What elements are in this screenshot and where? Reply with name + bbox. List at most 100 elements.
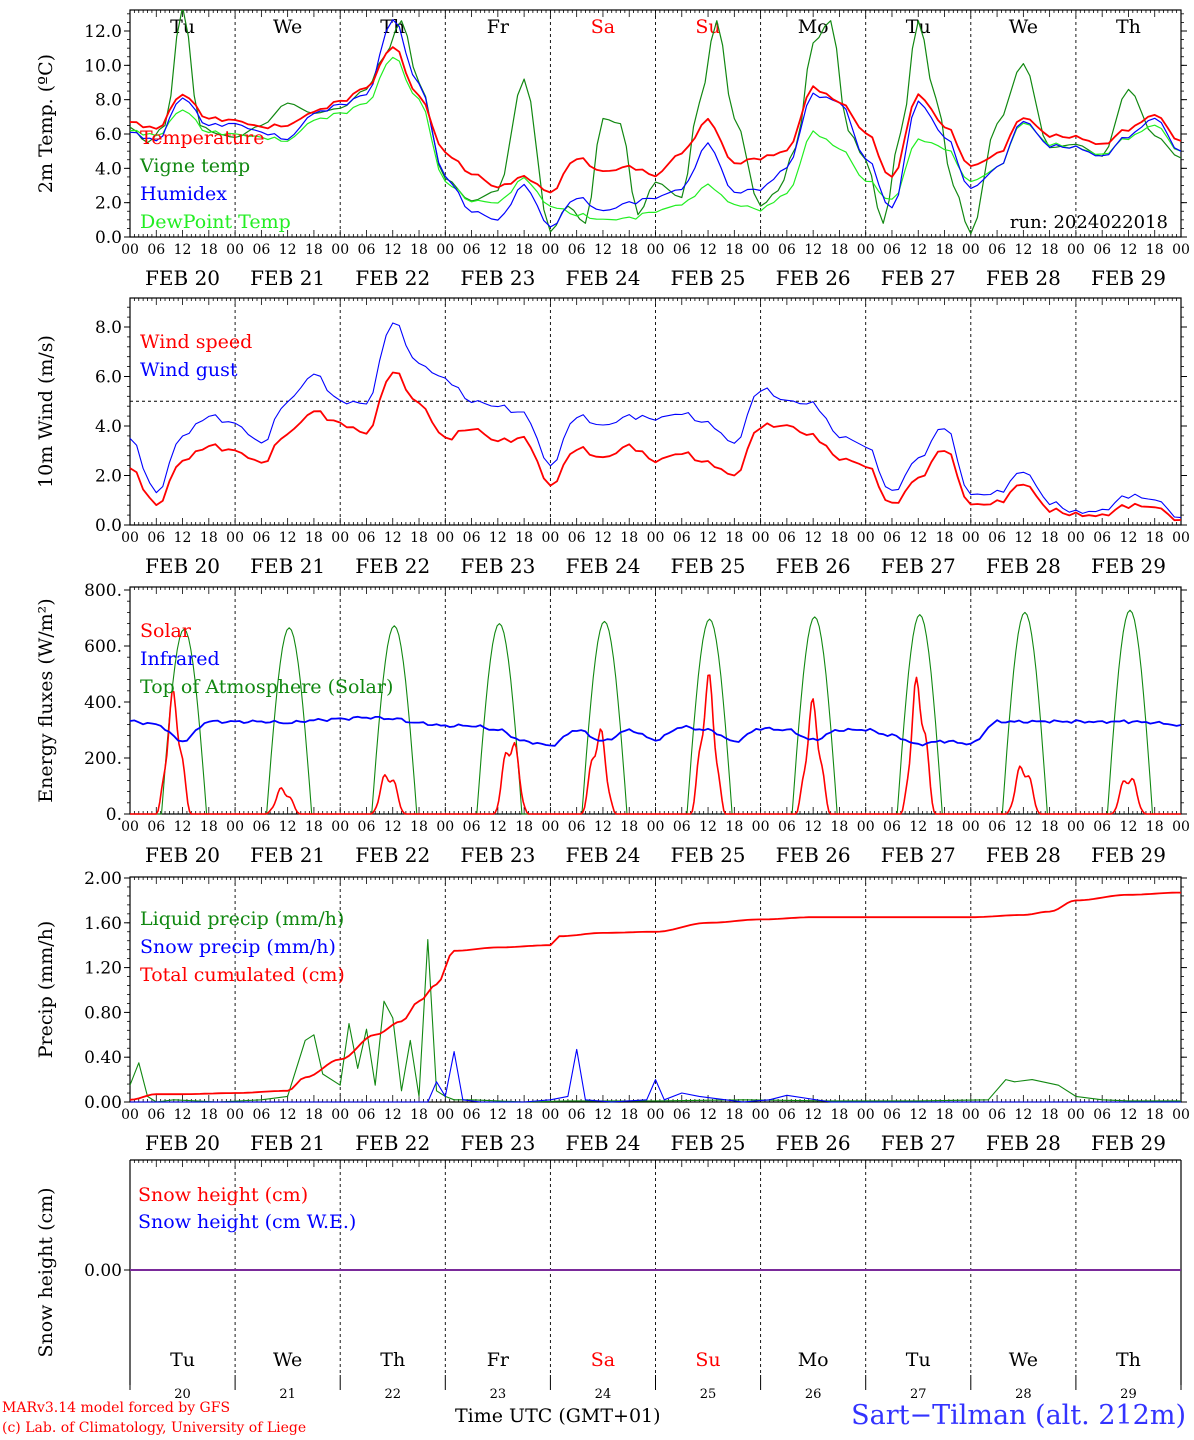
hour-tick-label: 00: [541, 242, 559, 258]
hour-tick-label: 06: [883, 530, 901, 546]
day-name-label: Tu: [170, 1349, 195, 1371]
hour-tick-label: 00: [962, 242, 980, 258]
day-name-label: Tu: [906, 1349, 931, 1371]
date-label: FEB 24: [565, 266, 640, 290]
hour-tick-label: 18: [1146, 530, 1164, 546]
y-tick-label: 12.0: [84, 22, 122, 42]
series-line-temperature: [130, 46, 1181, 194]
hour-tick-label: 00: [857, 242, 875, 258]
hour-tick-label: 06: [673, 530, 691, 546]
hour-tick-label: 12: [909, 1107, 927, 1123]
hour-tick-label: 12: [489, 1107, 507, 1123]
hour-tick-label: 00: [331, 1107, 349, 1123]
hour-tick-label: 12: [384, 530, 402, 546]
day-name-label: Mo: [798, 1349, 829, 1371]
hour-tick-label: 00: [752, 242, 770, 258]
hour-tick-label: 06: [358, 819, 376, 835]
hour-tick-label: 00: [121, 819, 139, 835]
hour-tick-label: 18: [410, 530, 428, 546]
hour-tick-label: 18: [936, 1107, 954, 1123]
date-label: FEB 27: [881, 1131, 956, 1155]
hour-tick-label: 06: [988, 1107, 1006, 1123]
hour-tick-label: 06: [463, 819, 481, 835]
hour-tick-label: 06: [778, 242, 796, 258]
hour-tick-label: 00: [121, 530, 139, 546]
y-tick-label: 1.60: [84, 914, 122, 934]
hour-tick-label: 18: [515, 530, 533, 546]
series-line-toa-solar: [130, 609, 1181, 815]
day-name-label: Mo: [798, 16, 829, 38]
hour-tick-label: 06: [147, 819, 165, 835]
hour-tick-label: 18: [200, 1107, 218, 1123]
hour-tick-label: 18: [515, 242, 533, 258]
hour-tick-label: 06: [778, 530, 796, 546]
hour-tick-label: 12: [594, 819, 612, 835]
day-number-label: 28: [1015, 1387, 1032, 1402]
day-number-label: 25: [700, 1387, 717, 1402]
hour-tick-label: 12: [1120, 819, 1138, 835]
day-number-label: 29: [1120, 1387, 1137, 1402]
hour-tick-label: 00: [857, 530, 875, 546]
series-line-solar: [130, 674, 1181, 815]
hour-tick-label: 00: [541, 819, 559, 835]
date-label: FEB 21: [250, 266, 325, 290]
hour-tick-label: 00: [752, 530, 770, 546]
legend-total-cumulated-cm-: Total cumulated (cm): [140, 964, 345, 986]
hour-tick-label: 12: [594, 1107, 612, 1123]
day-number-label: 21: [279, 1387, 296, 1402]
date-label: FEB 22: [355, 843, 430, 867]
hour-tick-label: 00: [1067, 530, 1085, 546]
date-label: FEB 27: [881, 266, 956, 290]
hour-tick-label: 12: [1014, 1107, 1032, 1123]
hour-tick-label: 00: [1172, 819, 1190, 835]
y-tick-label: 0.80: [84, 1003, 122, 1023]
hour-tick-label: 18: [305, 1107, 323, 1123]
y-tick-label: 8.0: [95, 318, 122, 338]
day-name-label: We: [1009, 16, 1038, 38]
day-name-label: Su: [695, 1349, 720, 1371]
hour-tick-label: 00: [226, 819, 244, 835]
date-label: FEB 22: [355, 1131, 430, 1155]
day-number-label: 22: [384, 1387, 401, 1402]
hour-tick-label: 18: [200, 530, 218, 546]
hour-tick-label: 18: [1146, 819, 1164, 835]
date-label: FEB 20: [145, 1131, 220, 1155]
hour-tick-label: 18: [620, 1107, 638, 1123]
hour-tick-label: 18: [831, 819, 849, 835]
y-tick-label: 200.: [84, 749, 122, 769]
series-line-vigne-temp: [130, 10, 1181, 235]
series-line-total-cumulated-cm-: [129, 891, 1181, 1101]
hour-tick-label: 06: [358, 242, 376, 258]
date-label: FEB 28: [986, 1131, 1061, 1155]
hour-tick-label: 00: [1067, 819, 1085, 835]
hour-tick-label: 18: [831, 1107, 849, 1123]
hour-tick-label: 06: [147, 530, 165, 546]
series-line-infrared: [129, 715, 1182, 747]
hour-tick-label: 06: [1093, 530, 1111, 546]
hour-tick-label: 00: [752, 819, 770, 835]
hour-tick-label: 00: [436, 530, 454, 546]
hour-tick-label: 18: [936, 530, 954, 546]
hour-tick-label: 06: [673, 819, 691, 835]
series-line-snow-precip-mm-h-: [130, 1048, 1181, 1103]
series-line-wind-gust: [129, 322, 1182, 519]
date-label: FEB 25: [671, 1131, 746, 1155]
hour-tick-label: 12: [1014, 819, 1032, 835]
date-label: FEB 24: [565, 1131, 640, 1155]
hour-tick-label: 18: [1146, 242, 1164, 258]
hour-tick-label: 06: [568, 242, 586, 258]
hour-tick-label: 18: [725, 530, 743, 546]
hour-tick-label: 18: [1041, 819, 1059, 835]
date-label: FEB 22: [355, 554, 430, 578]
hour-tick-label: 12: [1120, 242, 1138, 258]
hour-tick-label: 00: [647, 819, 665, 835]
hour-tick-label: 18: [725, 242, 743, 258]
date-label: FEB 20: [145, 843, 220, 867]
hour-tick-label: 06: [1093, 1107, 1111, 1123]
y-tick-label: 2.00: [84, 869, 122, 889]
hour-tick-label: 06: [673, 242, 691, 258]
day-name-label: We: [1009, 1349, 1038, 1371]
series-line-liquid-precip-mm-h-: [129, 939, 1181, 1103]
hour-tick-label: 00: [647, 242, 665, 258]
